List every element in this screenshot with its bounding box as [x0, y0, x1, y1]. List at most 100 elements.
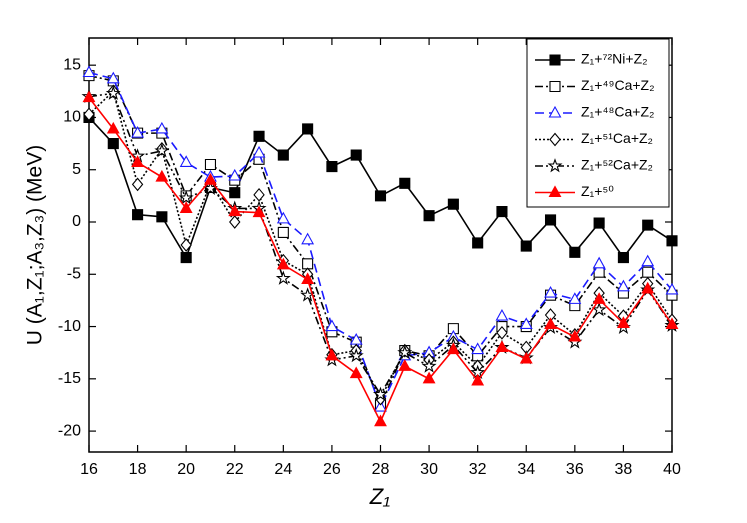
data-point	[617, 251, 629, 264]
data-point	[301, 272, 315, 285]
data-point	[277, 149, 289, 161]
data-point	[593, 217, 605, 229]
data-point	[398, 359, 412, 371]
data-point	[422, 371, 436, 384]
data-point	[349, 366, 363, 379]
y-tick-label: -20	[58, 422, 81, 439]
data-point	[519, 317, 533, 330]
data-point	[178, 190, 194, 205]
data-point	[374, 399, 387, 412]
data-point	[107, 138, 119, 150]
data-point	[544, 214, 557, 226]
data-point	[228, 168, 242, 181]
data-point	[301, 232, 315, 245]
y-tick-label: -10	[58, 318, 81, 335]
y-tick-label: 10	[63, 109, 81, 126]
legend-marker	[548, 185, 562, 198]
data-point	[252, 205, 266, 218]
data-point	[496, 325, 508, 340]
data-point	[520, 240, 532, 252]
data-point	[471, 373, 485, 386]
data-point	[132, 209, 144, 221]
legend: Z₁+⁷²Ni+Z₂ Z₁+⁴⁹Ca+Z₂ Z₁+⁴⁸Ca+Z₂ Z₁+⁵¹Ca+Z₂…	[526, 38, 670, 208]
x-tick-label: 40	[663, 461, 681, 478]
data-point	[447, 323, 459, 335]
y-tick-label: -5	[67, 265, 81, 282]
x-tick-label: 30	[420, 461, 438, 478]
x-tick-label: 16	[80, 461, 98, 478]
data-point	[642, 219, 654, 231]
data-point	[325, 319, 339, 332]
data-point	[397, 344, 413, 360]
data-point	[275, 270, 291, 285]
data-point	[472, 237, 484, 249]
data-point	[252, 145, 266, 158]
data-point	[616, 316, 630, 328]
data-point	[421, 358, 437, 373]
data-point	[277, 226, 289, 239]
data-point	[591, 301, 607, 317]
data-point	[302, 258, 314, 270]
y-tick-label: 0	[72, 213, 81, 230]
data-point	[106, 71, 120, 84]
data-point	[155, 169, 169, 182]
data-point	[154, 142, 170, 158]
x-tick-label: 26	[323, 461, 341, 478]
data-point	[665, 317, 679, 330]
data-point	[131, 155, 145, 167]
legend-label: Z₁+⁴⁸Ca+Z₂	[581, 104, 654, 120]
data-point	[326, 161, 338, 173]
legend-label: Z₁+⁵²Ca+Z₂	[581, 157, 653, 173]
data-point	[641, 254, 655, 267]
data-point	[83, 107, 95, 122]
data-point	[325, 348, 339, 361]
data-point	[131, 125, 145, 138]
data-point	[302, 123, 314, 135]
data-point	[82, 90, 96, 103]
x-axis-label: Z₁	[369, 484, 390, 509]
data-point	[642, 266, 654, 278]
x-tick-label: 32	[469, 461, 487, 478]
data-point	[519, 351, 533, 364]
legend-label: Z₁+⁷²Ni+Z₂	[581, 51, 648, 67]
data-point	[447, 198, 459, 210]
legend-label: Z₁+⁵⁰	[581, 183, 614, 199]
data-point	[568, 292, 582, 304]
y-tick-label: 5	[72, 161, 81, 178]
data-point	[253, 187, 265, 202]
data-point	[616, 279, 630, 292]
legend-marker	[548, 105, 562, 118]
data-point	[105, 85, 121, 100]
data-point	[156, 211, 168, 223]
data-point	[204, 158, 217, 171]
data-point	[471, 342, 485, 355]
data-point	[569, 246, 581, 258]
data-point	[666, 235, 678, 247]
y-axis-label: U (A₁,Z₁;A₃,Z₃) (MeV)	[24, 145, 47, 345]
data-point	[665, 282, 679, 295]
x-tick-label: 34	[517, 461, 535, 478]
data-point	[82, 65, 96, 78]
data-point	[568, 329, 582, 342]
legend-marker	[549, 80, 561, 93]
x-tick-label: 18	[129, 461, 147, 478]
data-point	[496, 205, 508, 218]
data-point	[228, 204, 242, 217]
data-point	[592, 292, 606, 304]
data-point	[276, 257, 290, 270]
data-point	[592, 256, 606, 269]
legend-box	[526, 38, 670, 208]
x-tick-label: 38	[615, 461, 633, 478]
data-point	[204, 173, 217, 185]
data-point	[229, 187, 241, 199]
legend-marker	[549, 132, 561, 147]
data-point	[155, 121, 169, 134]
x-tick-label: 36	[566, 461, 584, 478]
y-tick-label: 15	[63, 56, 81, 73]
legend-marker	[547, 158, 563, 173]
data-point	[399, 177, 411, 189]
data-point	[229, 215, 241, 229]
data-point	[372, 386, 389, 401]
data-point	[495, 308, 509, 321]
